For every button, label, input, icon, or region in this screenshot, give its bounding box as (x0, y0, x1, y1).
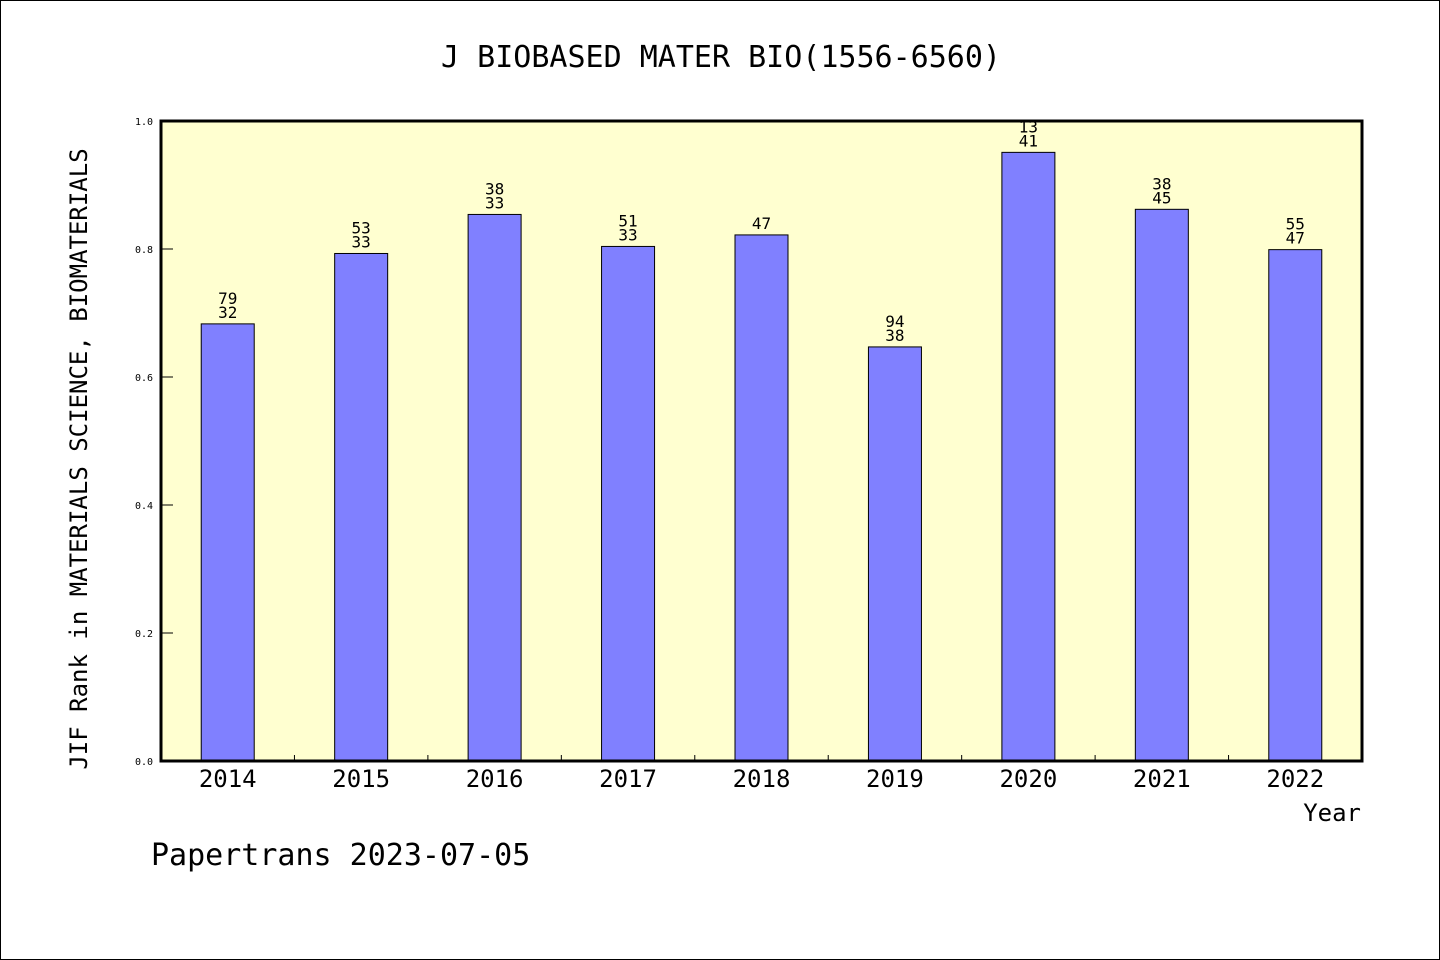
y-tick-label-0.4: 0.4 (135, 501, 153, 512)
data-label-2018-1: 47 (752, 214, 771, 233)
data-label-2017-2: 33 (618, 225, 637, 244)
bar-2016 (467, 213, 522, 762)
bar-2022 (1268, 249, 1323, 762)
x-tick-label-2019: 2019 (866, 765, 924, 793)
x-tick-label-2020: 2020 (999, 765, 1057, 793)
bar-2018 (734, 234, 789, 762)
bar-2014 (200, 323, 255, 762)
x-tick-label-2014: 2014 (199, 765, 257, 793)
data-label-2021-1: 38 (1152, 174, 1171, 193)
y-tick-label-0.0: 0.0 (135, 757, 153, 768)
y-axis: 0.0 0.2 0.4 0.6 0.8 1.0 (135, 117, 173, 768)
x-tick-label-2021: 2021 (1133, 765, 1191, 793)
data-label-2015-1: 53 (352, 218, 371, 237)
bar-2020 (1001, 151, 1056, 762)
y-tick-label-1.0: 1.0 (135, 117, 153, 128)
bar-group (200, 151, 1323, 762)
data-label-2017-1: 51 (618, 211, 637, 230)
data-label-2019-2: 38 (885, 326, 904, 345)
data-label-2021-2: 45 (1152, 188, 1171, 207)
footer-text: Papertrans 2023-07-05 (151, 838, 530, 873)
y-axis-label: JIF Rank in MATERIALS SCIENCE, BIOMATERI… (65, 148, 93, 769)
y-tick-label-0.2: 0.2 (135, 629, 153, 640)
x-axis: 2014 2015 2016 2017 2018 2019 2020 2021 2022 (199, 755, 1324, 793)
data-label-2022-2: 47 (1286, 229, 1305, 248)
x-tick-label-2022: 2022 (1266, 765, 1324, 793)
y-tick-label-0.8: 0.8 (135, 245, 153, 256)
data-label-2015-2: 33 (352, 232, 371, 251)
x-tick-label-2017: 2017 (599, 765, 657, 793)
bar-2019 (867, 346, 922, 762)
data-label-2014-1: 79 (218, 289, 237, 308)
data-label-2016-1: 38 (485, 179, 504, 198)
x-tick-label-2018: 2018 (733, 765, 791, 793)
bar-2017 (601, 245, 656, 762)
data-label-2020-2: 41 (1019, 131, 1038, 150)
data-label-2016-2: 33 (485, 193, 504, 212)
bar-2015 (334, 252, 389, 762)
y-tick-label-0.6: 0.6 (135, 373, 153, 384)
x-axis-label: Year (1303, 799, 1361, 827)
plot-border (159, 119, 1364, 763)
data-label-2014-2: 32 (218, 303, 237, 322)
chart-title: J BIOBASED MATER BIO(1556-6560) (441, 40, 1001, 75)
bar-2021 (1134, 208, 1189, 762)
x-tick-label-2016: 2016 (466, 765, 524, 793)
data-label-2022-1: 55 (1286, 215, 1305, 234)
x-tick-label-2015: 2015 (332, 765, 390, 793)
data-label-2019-1: 94 (885, 312, 904, 331)
